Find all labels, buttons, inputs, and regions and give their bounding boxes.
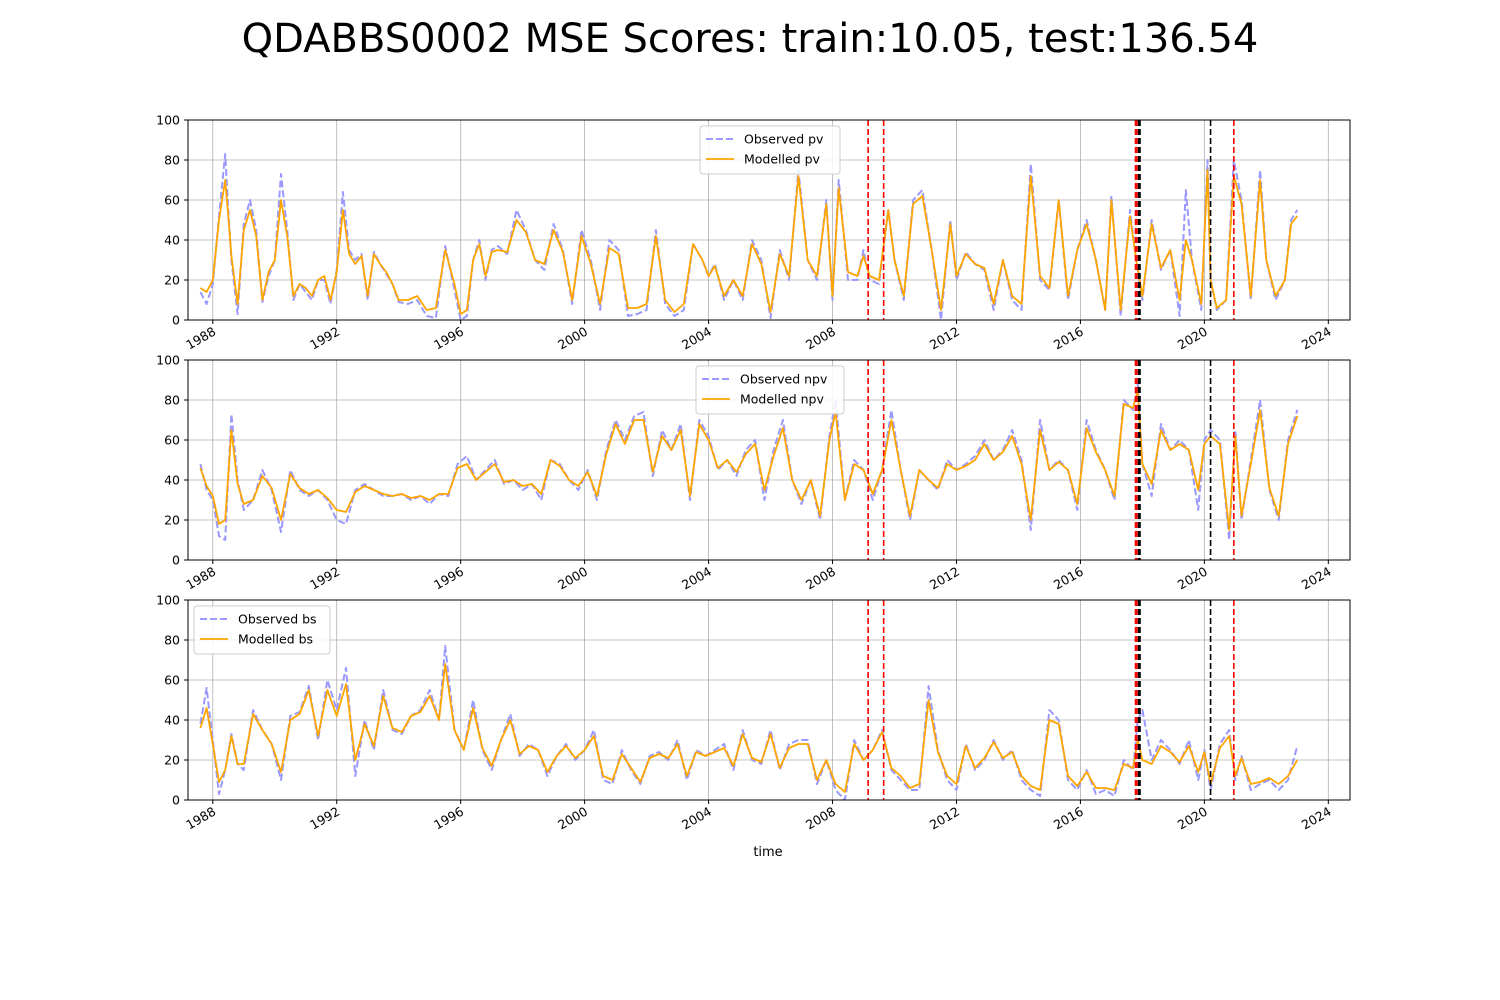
x-tick-label: 2016 — [1051, 804, 1086, 833]
x-tick-label: 2016 — [1051, 324, 1086, 353]
panel-frame — [187, 359, 1351, 561]
y-tick-label: 40 — [164, 233, 180, 248]
modelled-series-line — [199, 389, 1299, 531]
y-tick-label: 80 — [164, 153, 180, 168]
x-tick-label: 2004 — [679, 804, 714, 833]
y-tick-label: 100 — [156, 593, 180, 608]
x-tick-label: 2012 — [927, 324, 962, 353]
x-tick-label: 2024 — [1299, 804, 1334, 833]
x-tick-label: 2020 — [1175, 324, 1210, 353]
x-tick-label: 2024 — [1299, 324, 1334, 353]
x-tick-label: 2000 — [555, 804, 590, 833]
y-tick-label: 40 — [164, 713, 180, 728]
x-tick-label: 1992 — [307, 324, 342, 353]
legend-label: Observed bs — [238, 612, 317, 627]
x-tick-label: 2008 — [803, 804, 838, 833]
legend-label: Modelled pv — [744, 152, 821, 167]
y-tick-label: 0 — [172, 793, 180, 808]
legend-box — [193, 605, 331, 655]
x-tick-label: 1988 — [183, 804, 218, 833]
panel-frame — [187, 119, 1351, 321]
x-tick-label: 2004 — [679, 564, 714, 593]
y-tick-label: 60 — [164, 673, 180, 688]
legend: Observed pv Modelled pv — [699, 125, 841, 175]
x-tick-label: 1996 — [431, 324, 466, 353]
x-tick-label: 2012 — [927, 804, 962, 833]
x-tick-label: 2000 — [555, 564, 590, 593]
y-tick-label: 20 — [164, 273, 180, 288]
legend-box — [699, 125, 841, 175]
y-tick-label: 0 — [172, 553, 180, 568]
panel-2: 0 20 40 60 80 100 1988 1992 1996 2000 2004 2008 2012… — [156, 353, 1351, 593]
y-tick-label: 80 — [164, 633, 180, 648]
chart-title: QDABBS0002 MSE Scores: train:10.05, test… — [242, 16, 1259, 62]
legend: Observed npv Modelled npv — [695, 365, 845, 415]
y-tick-label: 100 — [156, 353, 180, 368]
legend-label: Modelled bs — [238, 632, 313, 647]
legend-box — [695, 365, 845, 415]
y-tick-label: 0 — [172, 313, 180, 328]
legend: Observed bs Modelled bs — [193, 605, 331, 655]
x-tick-label: 2004 — [679, 324, 714, 353]
x-tick-label: 1992 — [307, 804, 342, 833]
y-tick-label: 20 — [164, 513, 180, 528]
panel-1: 0 20 40 60 80 100 1988 1992 1996 2000 2004 2008 2012… — [156, 113, 1351, 353]
panel-3: 0 20 40 60 80 100 1988 1992 1996 2000 2004 2008 2012… — [156, 593, 1351, 833]
legend-label: Observed pv — [744, 132, 824, 147]
plot-area — [199, 383, 1299, 541]
plot-area — [199, 645, 1299, 800]
modelled-series-line — [199, 169, 1299, 315]
y-tick-label: 100 — [156, 113, 180, 128]
x-tick-label: 2024 — [1299, 564, 1334, 593]
panel-frame — [187, 599, 1351, 801]
y-tick-label: 40 — [164, 473, 180, 488]
x-tick-label: 1992 — [307, 564, 342, 593]
y-tick-label: 20 — [164, 753, 180, 768]
x-tick-label: 1988 — [183, 564, 218, 593]
plot-area — [199, 153, 1299, 320]
x-tick-label: 2008 — [803, 564, 838, 593]
x-tick-label: 2020 — [1175, 564, 1210, 593]
x-tick-label: 2020 — [1175, 804, 1210, 833]
y-tick-label: 60 — [164, 433, 180, 448]
observed-series-line — [199, 645, 1299, 800]
y-tick-label: 80 — [164, 393, 180, 408]
legend-label: Modelled npv — [740, 392, 824, 407]
x-tick-label: 2012 — [927, 564, 962, 593]
x-tick-label: 1996 — [431, 564, 466, 593]
observed-series-line — [199, 383, 1299, 541]
x-tick-label: 1988 — [183, 324, 218, 353]
x-tick-label: 1996 — [431, 804, 466, 833]
legend-label: Observed npv — [740, 372, 828, 387]
x-tick-label: 2008 — [803, 324, 838, 353]
x-axis-title: time — [753, 845, 782, 860]
y-tick-label: 60 — [164, 193, 180, 208]
modelled-series-line — [199, 663, 1299, 793]
x-tick-label: 2016 — [1051, 564, 1086, 593]
x-tick-label: 2000 — [555, 324, 590, 353]
